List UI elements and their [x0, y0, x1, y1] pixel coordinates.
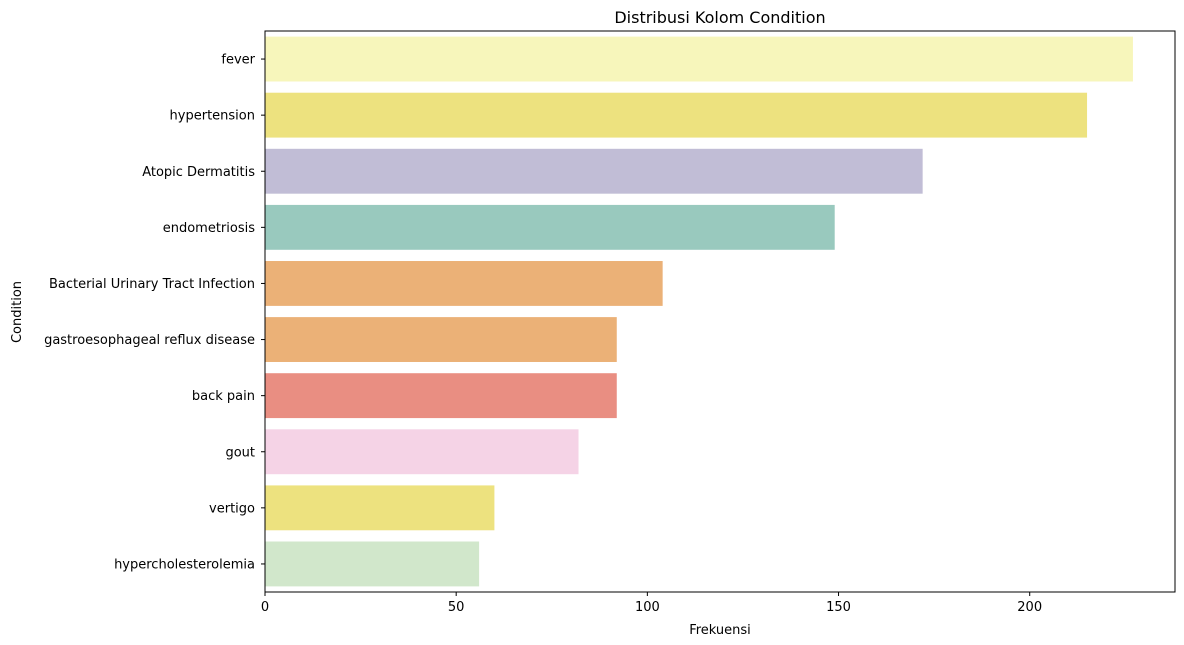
x-tick-label: 200 — [1017, 600, 1042, 615]
bar — [265, 92, 1088, 138]
bar — [265, 541, 480, 587]
plot-frame — [264, 30, 1176, 593]
category-label: gout — [225, 445, 255, 460]
category-label: vertigo — [209, 501, 255, 516]
category-label: endometriosis — [163, 221, 255, 236]
category-label: hypercholesterolemia — [114, 557, 255, 572]
category-label: fever — [221, 53, 255, 68]
x-tick-label: 100 — [635, 600, 660, 615]
chart-title: Distribusi Kolom Condition — [614, 8, 825, 27]
bar — [265, 373, 617, 419]
category-label: Atopic Dermatitis — [142, 165, 255, 180]
x-axis-label: Frekuensi — [689, 623, 751, 638]
y-axis-label: Condition — [10, 281, 25, 343]
bar — [265, 261, 663, 306]
bar — [265, 36, 1133, 82]
bar — [265, 485, 495, 531]
bar — [265, 148, 923, 194]
category-label: hypertension — [170, 109, 255, 124]
category-labels: fever hypertension Atopic Dermatitis endome… — [44, 53, 265, 572]
bar — [265, 429, 579, 475]
bars-group — [265, 36, 1133, 587]
category-label: back pain — [192, 389, 255, 404]
category-label: Bacterial Urinary Tract Infection — [49, 277, 255, 292]
x-tick-label: 50 — [448, 600, 465, 615]
category-label: gastroesophageal reflux disease — [44, 333, 255, 348]
bar — [265, 317, 617, 362]
x-axis-ticks: 0 50 100 150 200 — [261, 592, 1042, 615]
bar — [265, 204, 835, 250]
x-tick-label: 0 — [261, 600, 269, 615]
x-tick-label: 150 — [826, 600, 851, 615]
